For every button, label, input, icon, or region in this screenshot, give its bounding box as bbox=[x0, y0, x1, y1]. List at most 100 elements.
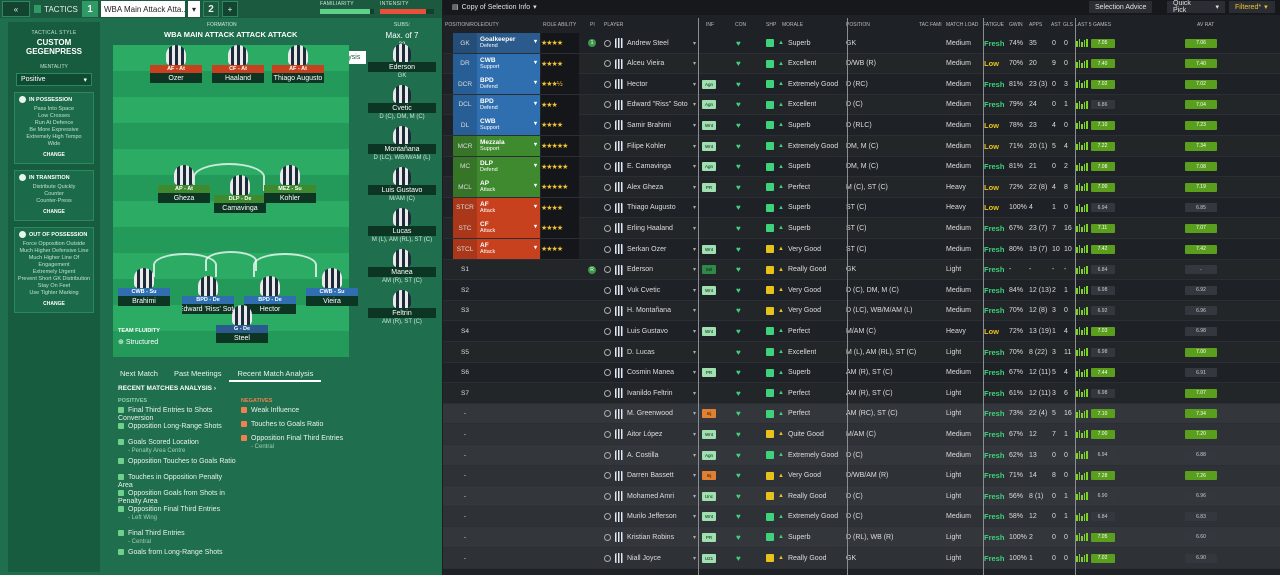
player-name[interactable]: Hector bbox=[627, 80, 648, 88]
table-row[interactable]: DCR BPD Defend ▾ ★★★½ Hector ▾ Agn ♥ ▲ Extremely G… bbox=[443, 74, 1280, 95]
change-out-of-possession-button[interactable]: CHANGE bbox=[34, 301, 74, 309]
table-row[interactable]: GK Goalkeeper Defend ▾ ★★★★ 1 Andrew Steel ▾ ♥ ▲ S… bbox=[443, 33, 1280, 54]
pitch-player[interactable]: CF - At Haaland bbox=[212, 45, 264, 83]
chevron-down-icon[interactable]: ▾ bbox=[692, 473, 696, 480]
role-duty[interactable] bbox=[477, 424, 540, 444]
table-row[interactable]: - M. Greenwood ▾ Inj ♥ ▲ Perfect AM (RC), ST (C… bbox=[443, 403, 1280, 425]
col-shp[interactable]: SHP bbox=[766, 22, 777, 28]
player-name[interactable]: Andrew Steel bbox=[627, 39, 669, 47]
role-duty[interactable] bbox=[477, 321, 540, 341]
position-slot[interactable]: - bbox=[463, 492, 467, 500]
quick-pick-select[interactable]: Quick Pick ▾ bbox=[1167, 0, 1225, 14]
col-con[interactable]: CON bbox=[735, 22, 747, 28]
player-name[interactable]: Ederson bbox=[627, 266, 654, 274]
select-circle-icon[interactable] bbox=[604, 80, 611, 88]
sub-player[interactable]: Manea AM (R), ST (C) bbox=[368, 249, 436, 284]
pitch-player[interactable]: AF - At Ozer bbox=[150, 45, 202, 83]
pitch-player[interactable]: AP - At Gheza bbox=[158, 165, 210, 203]
select-circle-icon[interactable] bbox=[604, 348, 611, 356]
chevron-down-icon[interactable]: ▾ bbox=[692, 308, 696, 315]
table-row[interactable]: - Niall Joyce ▾ U21 ♥ ▲ Really Good GK Light Fres… bbox=[443, 548, 1280, 569]
chevron-down-icon[interactable]: ▾ bbox=[692, 328, 696, 335]
position-slot[interactable]: MCL bbox=[453, 177, 477, 198]
col-av-rat[interactable]: AV RAT bbox=[1197, 22, 1215, 28]
chevron-down-icon[interactable]: ▾ bbox=[692, 452, 696, 459]
chevron-down-icon[interactable]: ▾ bbox=[692, 225, 696, 232]
role-duty[interactable] bbox=[477, 363, 540, 383]
chevron-down-icon[interactable]: ▾ bbox=[692, 205, 696, 212]
role-duty[interactable] bbox=[477, 260, 540, 280]
pitch-player[interactable]: G - De Steel bbox=[216, 305, 268, 343]
player-name[interactable]: Alceu Vieira bbox=[627, 60, 665, 68]
position-slot[interactable]: - bbox=[463, 533, 467, 541]
chevron-down-icon[interactable]: ▾ bbox=[692, 287, 696, 294]
role-duty[interactable] bbox=[477, 342, 540, 362]
player-name[interactable]: Ivanildo Feltrin bbox=[627, 389, 673, 397]
player-name[interactable]: Samir Brahimi bbox=[627, 121, 671, 129]
role-duty[interactable]: AF Attack ▾ bbox=[477, 197, 540, 218]
player-name[interactable]: Vuk Cvetic bbox=[627, 286, 661, 294]
select-circle-icon[interactable] bbox=[604, 286, 611, 294]
chevron-down-icon[interactable]: ▾ bbox=[692, 349, 696, 356]
table-row[interactable]: MC DLP Defend ▾ ★★★★★ E. Camavinga ▾ Agn ♥ ▲ Super… bbox=[443, 156, 1280, 178]
player-name[interactable]: M. Greenwood bbox=[627, 410, 673, 418]
sub-player[interactable]: Feltrin AM (R), ST (C) bbox=[368, 290, 436, 325]
table-row[interactable]: S6 Cosmin Manea ▾ PR ♥ ▲ Superb AM (R), ST (C) M… bbox=[443, 363, 1280, 384]
tab-recent-match-analysis[interactable]: Recent Match Analysis bbox=[229, 366, 322, 382]
position-slot[interactable]: - bbox=[463, 430, 467, 438]
col-gls[interactable]: GLS bbox=[1063, 22, 1074, 28]
formation-name[interactable]: WBA MAIN ATTACK ATTACK ATTACK bbox=[164, 30, 298, 39]
position-slot[interactable]: MC bbox=[453, 156, 477, 177]
sub-player[interactable]: Ederson GK bbox=[368, 44, 436, 79]
col-position[interactable]: POSITION bbox=[846, 22, 870, 28]
player-cell[interactable]: Ivanildo Feltrin ▾ bbox=[604, 383, 700, 403]
chevron-down-icon[interactable]: ▾ bbox=[692, 493, 696, 500]
role-duty[interactable]: CWB Support ▾ bbox=[477, 115, 540, 136]
role-duty[interactable]: AF Attack ▾ bbox=[477, 239, 540, 259]
position-slot[interactable]: DCR bbox=[453, 74, 477, 95]
add-tactic-button[interactable]: + bbox=[222, 1, 238, 17]
player-name[interactable]: Aitor López bbox=[627, 430, 663, 438]
role-duty[interactable] bbox=[477, 445, 540, 465]
tab-next-match[interactable]: Next Match bbox=[120, 369, 158, 378]
role-duty[interactable] bbox=[477, 486, 540, 506]
player-cell[interactable]: Cosmin Manea ▾ bbox=[604, 363, 700, 383]
player-name[interactable]: Luis Gustavo bbox=[627, 327, 668, 335]
player-cell[interactable]: Serkan Ozer ▾ bbox=[604, 239, 700, 259]
table-row[interactable]: STCL AF Attack ▾ ★★★★ Serkan Ozer ▾ Wnt ♥ ▲ Very G… bbox=[443, 239, 1280, 260]
change-in-possession-button[interactable]: CHANGE bbox=[34, 152, 74, 160]
chevron-down-icon[interactable]: ▾ bbox=[692, 431, 696, 438]
player-cell[interactable]: Mohamed Amri ▾ bbox=[604, 486, 700, 506]
position-slot[interactable]: - bbox=[463, 410, 467, 418]
tactic-slot-1[interactable]: 1 bbox=[82, 1, 98, 17]
player-name[interactable]: Darren Bassett bbox=[627, 472, 674, 480]
table-row[interactable]: S2 Vuk Cvetic ▾ Wnt ♥ ▲ Very Good D (C), DM, M … bbox=[443, 280, 1280, 301]
chevron-down-icon[interactable]: ▾ bbox=[692, 164, 696, 171]
player-cell[interactable]: Ederson ▾ bbox=[604, 260, 700, 280]
player-name[interactable]: D. Lucas bbox=[627, 348, 655, 356]
col-pos-role[interactable]: POSITION/ROLE/DUTY bbox=[445, 22, 499, 28]
player-name[interactable]: Erling Haaland bbox=[627, 224, 673, 232]
position-slot[interactable]: GK bbox=[453, 33, 477, 53]
col-role-ability[interactable]: ROLE ABILITY bbox=[543, 22, 577, 28]
player-cell[interactable]: H. Montañana ▾ bbox=[604, 301, 700, 321]
player-cell[interactable]: M. Greenwood ▾ bbox=[604, 404, 700, 424]
select-circle-icon[interactable] bbox=[604, 513, 611, 521]
position-slot[interactable]: S1 bbox=[461, 266, 469, 274]
role-duty[interactable]: Goalkeeper Defend ▾ bbox=[477, 33, 540, 53]
chevron-down-icon[interactable]: ▾ bbox=[692, 555, 696, 562]
select-circle-icon[interactable] bbox=[604, 533, 611, 541]
chevron-down-icon[interactable]: ▾ bbox=[692, 534, 696, 541]
table-row[interactable]: S5 D. Lucas ▾ ♥ ▲ Excellent M (L), AM (RL), ST… bbox=[443, 342, 1280, 363]
player-name[interactable]: Murilo Jefferson bbox=[627, 513, 677, 521]
back-icon[interactable]: « bbox=[2, 1, 30, 17]
select-circle-icon[interactable] bbox=[604, 39, 611, 47]
chevron-down-icon[interactable]: ▾ bbox=[692, 102, 696, 109]
player-cell[interactable]: Hector ▾ bbox=[604, 74, 700, 94]
player-name[interactable]: Cosmin Manea bbox=[627, 369, 675, 377]
select-circle-icon[interactable] bbox=[604, 389, 611, 397]
pitch-player[interactable]: CWB - Su Vieira bbox=[306, 268, 358, 306]
col-match-load[interactable]: MATCH LOAD bbox=[946, 22, 979, 28]
player-cell[interactable]: Filipe Kohler ▾ bbox=[604, 136, 700, 156]
role-duty[interactable] bbox=[477, 280, 540, 300]
